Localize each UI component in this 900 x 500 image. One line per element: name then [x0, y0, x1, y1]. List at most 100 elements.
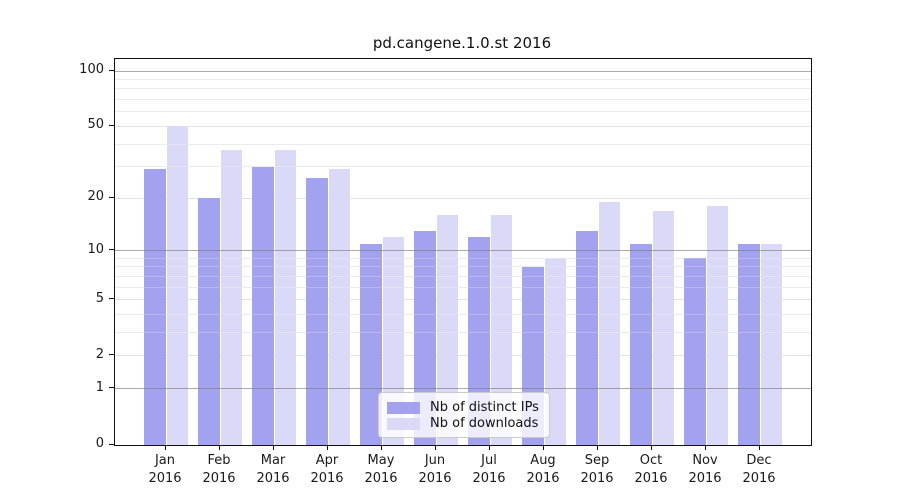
- x-axis-tick-label-line: 2016: [742, 471, 776, 486]
- gridline-minor: [115, 286, 811, 288]
- bar-distinct-ips: [576, 231, 598, 445]
- x-axis-tick-mark: [650, 445, 652, 450]
- gridline: [115, 299, 811, 301]
- gridline: [115, 125, 811, 127]
- major-gridlines-layer: [115, 59, 811, 445]
- x-axis-tick-label-line: 2016: [472, 471, 506, 486]
- x-axis-tick-mark: [218, 445, 220, 450]
- x-axis-tick-mark: [542, 445, 544, 450]
- bar-distinct-ips: [306, 177, 328, 445]
- bars-layer: [115, 59, 811, 445]
- gridline-minor: [115, 111, 811, 113]
- x-axis-tick-mark: [380, 445, 382, 450]
- legend-label-distinct-ips: Nb of distinct IPs: [430, 400, 539, 415]
- gridline-minor: [115, 88, 811, 90]
- legend-label-downloads: Nb of downloads: [430, 416, 539, 431]
- legend-row: Nb of downloads: [387, 416, 540, 431]
- y-axis-tick-label: 50: [87, 117, 104, 133]
- x-axis-tick-label: Feb 2016: [187, 452, 251, 488]
- y-axis-tick-label: 5: [95, 290, 104, 306]
- bar-downloads: [490, 215, 512, 445]
- legend-row: Nb of distinct IPs: [387, 400, 540, 415]
- gridline-minor: [115, 99, 811, 101]
- gridline: [115, 355, 811, 357]
- y-axis-tick-label: 0: [95, 436, 104, 451]
- x-axis-tick-label-line: Mar: [260, 453, 286, 468]
- bar-distinct-ips: [252, 166, 274, 445]
- y-axis-tick-mark: [109, 124, 114, 126]
- gridline-minor: [115, 78, 811, 80]
- gridline-minor: [115, 275, 811, 277]
- x-axis-tick-label-line: 2016: [526, 471, 560, 486]
- x-axis-tick-label-line: Jul: [481, 453, 497, 468]
- y-axis-tick-label: 20: [87, 189, 104, 205]
- x-axis-tick-label-line: Jun: [424, 453, 446, 468]
- bar-distinct-ips: [198, 198, 220, 445]
- bar-downloads: [436, 215, 458, 445]
- gridlines-layer: [115, 59, 811, 445]
- gridline-minor: [115, 88, 811, 90]
- y-axis-tick-mark: [109, 443, 114, 445]
- gridline-minor: [115, 78, 811, 80]
- x-axis-tick-mark: [596, 445, 598, 450]
- x-axis-tick-mark: [326, 445, 328, 450]
- x-axis-tick-mark: [758, 445, 760, 450]
- bar-downloads: [328, 169, 350, 445]
- gridline-minor: [115, 166, 811, 168]
- legend-swatch-distinct-ips: [387, 401, 420, 414]
- x-axis-tick-label-line: 2016: [256, 471, 290, 486]
- x-axis-tick-label-line: Apr: [315, 453, 339, 468]
- x-axis-tick-label-line: 2016: [310, 471, 344, 486]
- y-axis-tick-mark: [109, 69, 114, 71]
- x-axis-tick-mark: [272, 445, 274, 450]
- x-axis-tick-label-line: Oct: [639, 453, 663, 468]
- x-axis-tick-label-line: Nov: [692, 453, 718, 468]
- x-axis-tick-label-line: 2016: [364, 471, 398, 486]
- gridline-minor: [115, 111, 811, 113]
- gridline: [115, 197, 811, 199]
- bar-distinct-ips: [630, 243, 652, 445]
- bar-downloads: [166, 126, 188, 445]
- x-axis-tick-mark: [704, 445, 706, 450]
- x-axis-tick-label-line: 2016: [580, 471, 614, 486]
- x-axis-tick-label-line: Dec: [746, 453, 772, 468]
- x-axis-tick-label-line: Feb: [207, 453, 231, 468]
- x-axis-tick-mark: [164, 445, 166, 450]
- gridline-major: [115, 388, 811, 390]
- gridline-minor: [115, 266, 811, 268]
- y-axis-tick-label: 100: [79, 62, 104, 77]
- x-axis-tick-mark: [488, 445, 490, 450]
- x-axis-tick-label: Mar 2016: [241, 452, 305, 488]
- x-axis-tick-label-line: May: [367, 453, 395, 468]
- x-axis-tick-label: Sep 2016: [565, 452, 629, 488]
- x-axis-tick-mark: [434, 445, 436, 450]
- gridline-minor: [115, 257, 811, 259]
- x-axis-tick-label-line: 2016: [202, 471, 236, 486]
- gridline-minor: [115, 314, 811, 316]
- gridline-minor: [115, 143, 811, 145]
- legend: Nb of distinct IPs Nb of downloads: [378, 392, 550, 438]
- gridline-minor: [115, 99, 811, 101]
- bar-distinct-ips: [738, 243, 760, 445]
- x-axis-tick-label: Jun 2016: [403, 452, 467, 488]
- bar-distinct-ips: [684, 258, 706, 445]
- x-axis-tick-label: Dec 2016: [727, 452, 791, 488]
- x-axis-tick-label: Oct 2016: [619, 452, 683, 488]
- gridline-minor: [115, 332, 811, 334]
- y-axis-tick-mark: [109, 196, 114, 198]
- y-axis-tick-mark: [109, 387, 114, 389]
- x-axis-tick-label-line: Sep: [584, 453, 610, 468]
- x-axis-tick-label: Jul 2016: [457, 452, 521, 488]
- gridline-major: [115, 70, 811, 72]
- x-axis-tick-label-line: 2016: [418, 471, 452, 486]
- bar-downloads: [220, 150, 242, 445]
- x-axis-tick-label-line: 2016: [688, 471, 722, 486]
- gridline-major: [115, 250, 811, 252]
- bar-downloads: [598, 202, 620, 445]
- y-axis-tick-mark: [109, 249, 114, 251]
- x-axis-tick-label: May 2016: [349, 452, 413, 488]
- x-axis-tick-label: Aug 2016: [511, 452, 575, 488]
- bar-distinct-ips: [360, 243, 382, 445]
